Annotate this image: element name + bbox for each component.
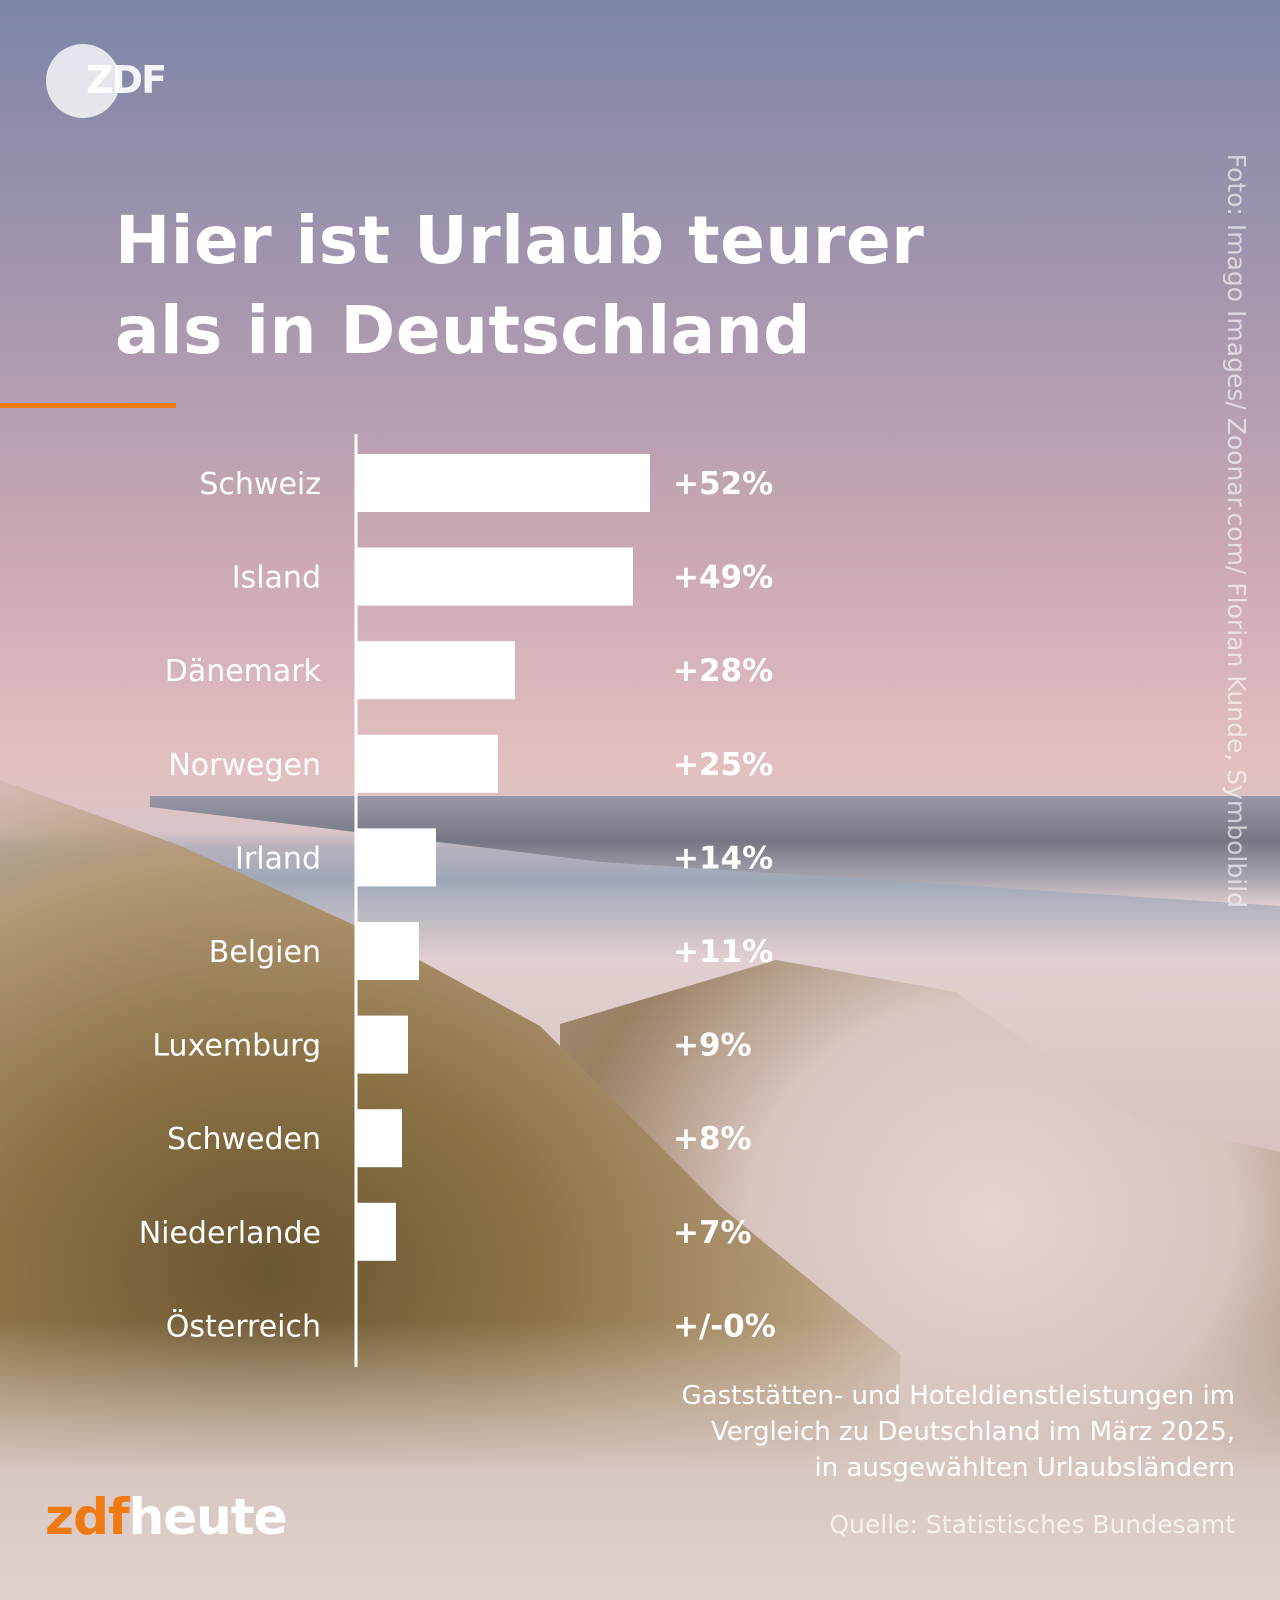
bar xyxy=(357,641,515,700)
value-label: +14% xyxy=(673,840,773,876)
value-label: +52% xyxy=(673,466,773,502)
category-label: Island xyxy=(232,561,321,596)
category-label: Österreich xyxy=(166,1308,321,1344)
background-sand xyxy=(0,1320,1280,1600)
bar xyxy=(357,734,498,793)
category-label: Belgien xyxy=(209,935,321,970)
bar xyxy=(357,828,436,887)
title-line-1: Hier ist Urlaub teurer xyxy=(115,202,925,279)
value-label: +11% xyxy=(673,934,773,970)
category-label: Norwegen xyxy=(168,748,321,783)
value-label: +7% xyxy=(673,1215,752,1251)
caption-line-3: in ausgewählten Urlaubsländern xyxy=(814,1453,1235,1483)
category-label: Irland xyxy=(235,841,321,876)
value-label: +8% xyxy=(673,1121,752,1157)
category-label: Schweden xyxy=(167,1122,321,1157)
category-label: Schweiz xyxy=(199,467,321,502)
category-label: Niederlande xyxy=(139,1216,321,1251)
logo-heute: heute xyxy=(128,1488,288,1546)
title-line-2: als in Deutschland xyxy=(115,292,811,369)
caption-line-2: Vergleich zu Deutschland im März 2025, xyxy=(711,1417,1235,1447)
source-note: Quelle: Statistisches Bundesamt xyxy=(829,1510,1235,1539)
value-label: +49% xyxy=(673,560,773,596)
bar xyxy=(357,454,650,512)
chart-caption: Gaststätten- und Hoteldienstleistungen i… xyxy=(535,1378,1235,1486)
category-label: Luxemburg xyxy=(152,1029,321,1064)
caption-line-1: Gaststätten- und Hoteldienstleistungen i… xyxy=(681,1381,1235,1411)
category-label: Dänemark xyxy=(165,654,322,689)
bar xyxy=(357,547,633,606)
value-label: +25% xyxy=(673,747,773,783)
bar xyxy=(357,1109,402,1168)
value-label: +/-0% xyxy=(673,1308,776,1344)
bar xyxy=(357,1015,408,1074)
logo-zdf: zdf xyxy=(45,1488,130,1546)
value-label: +9% xyxy=(673,1028,752,1064)
bar xyxy=(357,922,419,980)
zdf-logo-badge xyxy=(46,44,120,118)
page-title: Hier ist Urlaub teurer als in Deutschlan… xyxy=(115,196,924,376)
accent-divider xyxy=(0,403,176,408)
zdf-logo-text: ZDF xyxy=(86,58,167,102)
value-label: +28% xyxy=(673,653,773,689)
zdfheute-logo: zdfheute xyxy=(45,1488,288,1546)
bar xyxy=(357,1202,396,1261)
